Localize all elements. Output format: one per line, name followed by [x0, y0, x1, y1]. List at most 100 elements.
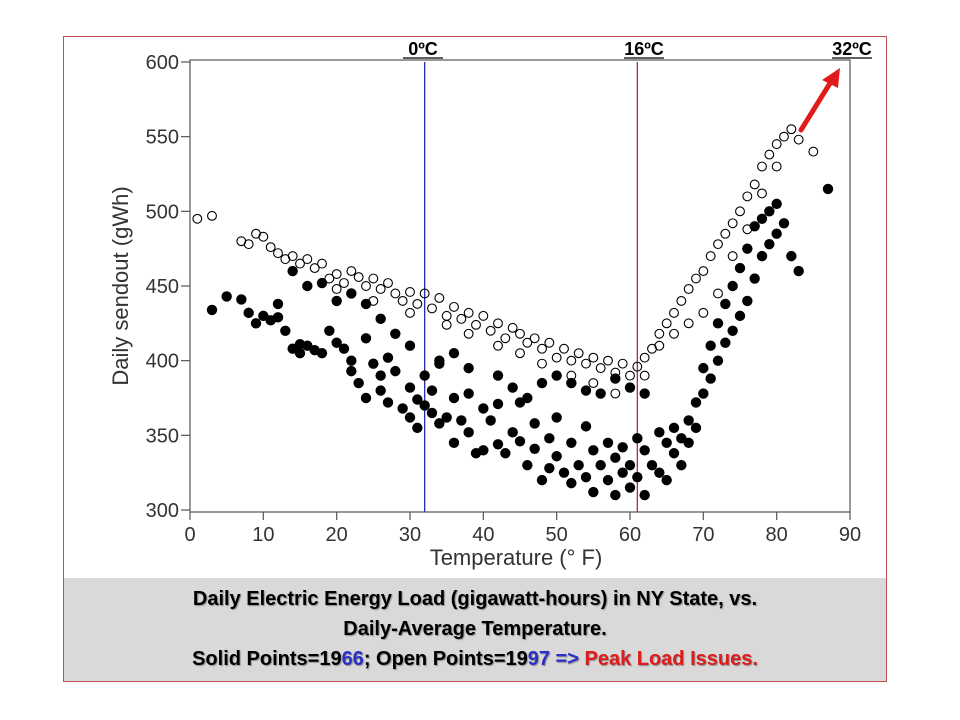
solid-point: [654, 467, 665, 478]
solid-point: [756, 213, 768, 224]
open-point: [581, 358, 591, 369]
open-point: [419, 288, 430, 299]
solid-point: [668, 422, 680, 434]
x-tick-label: 50: [546, 524, 568, 546]
solid-point: [683, 437, 694, 448]
open-point: [243, 239, 254, 250]
reference-line-label: 0ºC: [408, 39, 438, 59]
open-point: [346, 266, 357, 277]
solid-point: [397, 403, 408, 414]
open-point: [595, 363, 606, 374]
open-point: [331, 284, 342, 294]
open-point: [375, 284, 386, 294]
caption-peak-load: Peak Load Issues.: [584, 648, 758, 670]
solid-point: [624, 482, 636, 493]
solid-point: [338, 343, 350, 354]
open-point: [456, 313, 467, 324]
open-point: [654, 328, 665, 339]
solid-point: [544, 433, 555, 444]
caption-arrow-text: =>: [550, 648, 585, 670]
open-point: [449, 301, 459, 312]
solid-point: [419, 400, 430, 411]
open-point: [669, 328, 679, 339]
reference-lines: 0ºC 16ºC 32ºC: [403, 39, 872, 512]
solid-point: [412, 422, 423, 434]
solid-point: [624, 460, 636, 471]
open-point: [727, 251, 738, 262]
solid-point: [720, 298, 731, 310]
open-point: [625, 370, 635, 381]
solid-point: [426, 385, 438, 396]
y-tick-label: 350: [146, 425, 179, 447]
scatter-chart: 0 10 20 30 40 50 60 70 80 90 300 350 400 450 500 550 600…: [108, 39, 872, 570]
solid-point: [390, 365, 401, 377]
solid-point: [536, 377, 548, 389]
open-point: [786, 124, 797, 135]
caption-line-2: Daily-Average Temperature.: [343, 618, 607, 640]
solid-point: [720, 337, 731, 348]
solid-point: [566, 437, 577, 448]
solid-point: [749, 221, 760, 232]
arrow-icon: [798, 68, 840, 133]
open-point: [397, 295, 408, 306]
open-point: [573, 348, 584, 359]
open-point: [463, 307, 474, 318]
open-point: [713, 239, 723, 250]
open-point: [324, 273, 335, 284]
open-point: [727, 218, 738, 229]
caption-line-3: Solid Points=1966; Open Points=1997 => P…: [64, 648, 886, 671]
solid-point: [478, 403, 489, 414]
open-point: [566, 355, 577, 366]
open-point: [669, 307, 679, 318]
solid-point: [412, 394, 423, 405]
caption-solid-year: 66: [341, 648, 364, 670]
y-axis-label: Daily sendout (gWh): [108, 186, 133, 385]
solid-point: [382, 397, 394, 408]
open-point: [390, 288, 401, 299]
open-point: [368, 273, 379, 284]
open-point: [463, 328, 474, 339]
solid-point: [243, 307, 254, 319]
caption-box: Daily Electric Energy Load (gigawatt-hou…: [64, 578, 886, 681]
solid-point: [639, 489, 650, 501]
y-tick-label: 400: [146, 351, 179, 373]
x-tick-label: 70: [692, 524, 714, 546]
solid-point: [368, 358, 379, 369]
solid-point: [221, 291, 232, 302]
x-tick-label: 60: [619, 524, 641, 546]
caption-line-1: Daily Electric Energy Load (gigawatt-hou…: [192, 588, 758, 610]
open-point: [603, 355, 613, 366]
solid-point: [294, 348, 306, 359]
x-tick-label: 0: [184, 524, 195, 546]
solid-point: [331, 295, 342, 307]
solid-point: [544, 462, 555, 474]
open-point: [551, 352, 562, 363]
open-point: [405, 287, 415, 297]
solid-point: [712, 355, 724, 366]
open-point: [258, 231, 269, 242]
x-tick-label: 40: [472, 524, 494, 546]
chart-axes: 0 10 20 30 40 50 60 70 80 90 300 350 400 450 500 550 600: [146, 52, 862, 546]
open-point: [588, 352, 599, 363]
open-point: [383, 278, 393, 288]
caption-open-year: 97: [527, 648, 550, 670]
y-tick-label: 550: [146, 127, 179, 149]
solid-point: [522, 392, 533, 404]
solid-point: [353, 377, 364, 389]
solid-point: [375, 370, 386, 381]
open-point: [353, 272, 364, 282]
solid-point: [485, 415, 496, 426]
open-points-series: [192, 124, 819, 399]
solid-point: [734, 262, 746, 274]
solid-point: [404, 382, 416, 393]
x-tick-label: 80: [766, 524, 788, 546]
solid-point: [742, 243, 753, 254]
x-tick-label: 30: [399, 524, 421, 546]
open-point: [273, 248, 283, 259]
open-point: [537, 358, 547, 369]
open-point: [617, 358, 628, 369]
solid-point: [771, 228, 782, 239]
solid-points-series: [206, 183, 834, 501]
solid-point: [624, 382, 636, 393]
solid-point: [316, 277, 328, 289]
